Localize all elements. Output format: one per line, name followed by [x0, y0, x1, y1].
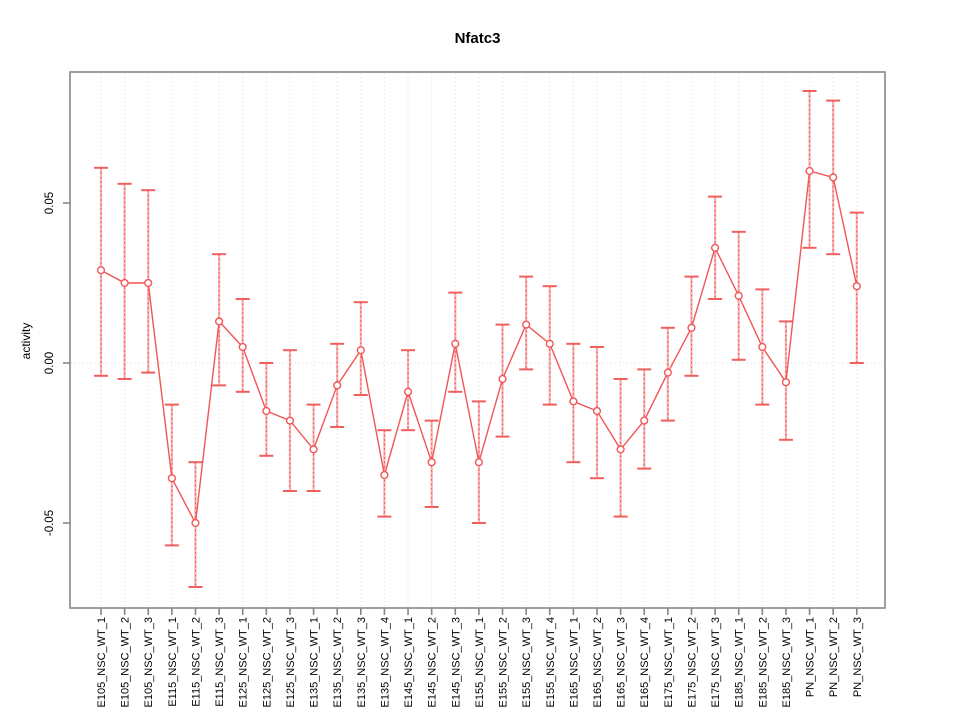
- data-point: [734, 291, 743, 300]
- data-point: [781, 378, 791, 387]
- x-tick-label: E185_NSC_WT_3: [781, 617, 793, 708]
- data-point: [451, 339, 460, 348]
- data-point: [309, 445, 318, 454]
- x-tick-label: E125_NSC_WT_1: [238, 617, 250, 708]
- data-point: [144, 278, 153, 288]
- x-tick-label: PN_NSC_WT_2: [828, 617, 840, 697]
- data-point: [96, 266, 106, 275]
- data-point: [687, 323, 696, 332]
- x-tick-label: E155_NSC_WT_1: [474, 617, 486, 708]
- x-tick-label: E135_NSC_WT_4: [379, 617, 391, 708]
- data-point: [403, 387, 413, 396]
- x-tick-label: E175_NSC_WT_3: [710, 617, 722, 708]
- x-tick-label: E125_NSC_WT_2: [261, 617, 273, 708]
- x-tick-label: E115_NSC_WT_2: [190, 617, 202, 707]
- x-tick-label: E185_NSC_WT_2: [757, 617, 769, 708]
- x-tick-label: E105_NSC_WT_2: [120, 617, 132, 708]
- data-point: [380, 470, 389, 480]
- data-point: [285, 416, 295, 425]
- data-point: [616, 445, 625, 454]
- data-point: [522, 320, 531, 329]
- y-tick-label: 0.00: [44, 352, 56, 374]
- data-point: [592, 406, 602, 416]
- x-tick-label: PN_NSC_WT_1: [805, 617, 817, 697]
- y-tick-label: -0.05: [44, 510, 56, 536]
- data-point: [545, 339, 554, 348]
- x-tick-label: E125_NSC_WT_3: [285, 617, 297, 708]
- x-tick-label: PN_NSC_WT_3: [852, 617, 864, 697]
- data-point: [758, 342, 767, 352]
- x-tick-label: E165_NSC_WT_3: [616, 617, 628, 708]
- x-tick-label: E155_NSC_WT_4: [545, 617, 557, 708]
- x-tick-label: E165_NSC_WT_2: [592, 617, 604, 708]
- data-point: [805, 166, 814, 176]
- data-point: [191, 518, 200, 528]
- x-tick-label: E175_NSC_WT_1: [663, 617, 675, 708]
- data-point: [710, 243, 720, 252]
- x-tick-label: E175_NSC_WT_2: [686, 617, 698, 708]
- data-point: [569, 397, 578, 406]
- y-tick-label: 0.05: [44, 192, 56, 214]
- x-tick-label: E165_NSC_WT_4: [639, 617, 651, 708]
- x-tick-label: E155_NSC_WT_3: [521, 617, 533, 708]
- x-tick-label: E165_NSC_WT_1: [568, 617, 580, 708]
- x-tick-label: E185_NSC_WT_1: [734, 617, 746, 708]
- x-tick-label: E135_NSC_WT_2: [332, 617, 344, 708]
- x-tick-label: E105_NSC_WT_3: [143, 617, 155, 708]
- x-tick-label: E115_NSC_WT_3: [214, 617, 226, 707]
- data-point: [167, 474, 176, 483]
- x-tick-label: E145_NSC_WT_1: [403, 617, 415, 708]
- x-tick-label: E115_NSC_WT_1: [167, 617, 179, 707]
- chart-title: Nfatc3: [454, 30, 501, 47]
- x-tick-label: E145_NSC_WT_3: [450, 617, 462, 708]
- data-point: [474, 458, 484, 467]
- data-point: [120, 278, 129, 288]
- data-point: [663, 368, 672, 377]
- data-point: [829, 173, 838, 182]
- x-tick-label: E135_NSC_WT_1: [309, 617, 321, 708]
- data-point: [427, 458, 436, 467]
- x-tick-label: E145_NSC_WT_2: [427, 617, 439, 708]
- x-tick-label: E135_NSC_WT_3: [356, 617, 368, 708]
- data-point: [356, 346, 365, 355]
- x-tick-label: E155_NSC_WT_2: [498, 617, 510, 708]
- x-tick-label: E105_NSC_WT_1: [96, 617, 108, 708]
- data-point: [498, 374, 507, 384]
- data-point: [214, 317, 224, 326]
- data-point: [238, 342, 247, 352]
- data-point: [333, 381, 342, 390]
- data-point: [262, 406, 271, 416]
- plot-box: [69, 71, 886, 609]
- data-point: [852, 282, 861, 291]
- data-point: [640, 416, 649, 425]
